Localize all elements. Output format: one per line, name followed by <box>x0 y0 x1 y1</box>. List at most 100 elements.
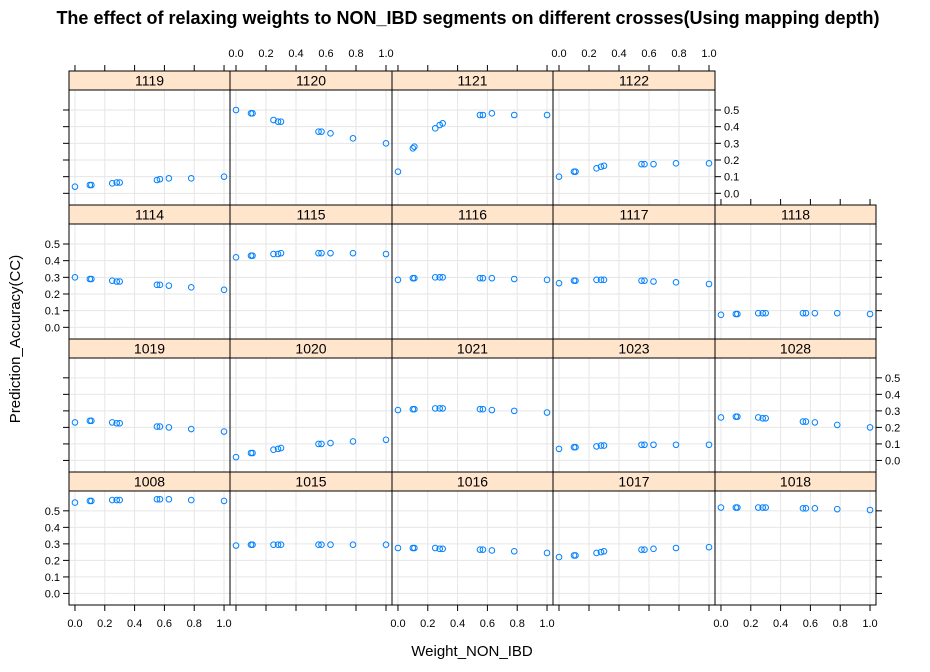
data-point <box>156 495 164 503</box>
data-point <box>220 497 228 505</box>
x-tick-label: 0.6 <box>641 48 656 60</box>
y-tick-label: 0.4 <box>885 389 900 401</box>
data-point <box>71 274 79 281</box>
data-point <box>802 309 810 317</box>
data-point <box>108 277 116 284</box>
panel-1028: 1028 0.0 0.1 0.2 0.3 0.4 0.5 <box>714 338 900 473</box>
x-tick-label: 0.4 <box>773 618 788 630</box>
panel-1016: 1016 0.0 0.2 0.4 0.6 0.8 1.0 <box>390 471 555 630</box>
strip-label-1114: 1114 <box>135 207 164 223</box>
data-point <box>327 130 334 137</box>
panel-1115: 1115 <box>229 204 393 340</box>
panel-1120: 1120 0.0 0.2 0.4 0.6 0.8 1.0 <box>228 48 394 206</box>
strip-label-1119: 1119 <box>135 73 164 89</box>
data-point <box>270 446 277 453</box>
strip-label-1018: 1018 <box>780 474 811 490</box>
data-point <box>833 309 841 317</box>
data-point <box>71 499 79 506</box>
panel-border <box>552 223 716 340</box>
data-point <box>232 542 240 549</box>
data-point <box>220 286 228 294</box>
data-point <box>270 116 277 124</box>
strip-label-1120: 1120 <box>296 73 326 89</box>
data-point <box>641 546 648 553</box>
panel-1015: 1015 <box>229 471 393 611</box>
data-point <box>488 110 496 117</box>
data-point <box>572 277 579 284</box>
y-tick-label: 0.3 <box>45 539 60 551</box>
y-tick-label: 0.4 <box>724 122 739 134</box>
data-point <box>165 175 173 182</box>
data-point <box>799 309 807 317</box>
data-point <box>672 441 680 449</box>
strip-label-1021: 1021 <box>457 341 488 357</box>
data-point <box>108 496 116 504</box>
strip-label-1115: 1115 <box>296 207 325 223</box>
data-point <box>220 428 228 435</box>
data-point <box>672 544 680 552</box>
data-point <box>274 541 282 548</box>
data-point <box>759 504 767 511</box>
data-point <box>187 175 195 182</box>
data-point <box>754 414 762 421</box>
panel-border <box>552 89 716 206</box>
data-point <box>315 128 322 135</box>
panel-1008: 1008 0.0 0.1 0.2 0.3 0.4 0.5 0.0 0.2 0.4 0.6 0.8 1.0 <box>45 471 232 630</box>
data-point <box>439 274 446 281</box>
data-point <box>116 179 123 186</box>
y-tick-label: 0.3 <box>45 272 60 284</box>
data-point <box>71 419 79 426</box>
panel-border <box>714 223 877 340</box>
data-point <box>431 544 439 552</box>
x-tick-label: 0.0 <box>551 48 566 60</box>
data-point <box>382 250 390 258</box>
data-point <box>439 120 446 127</box>
data-point <box>249 110 256 117</box>
strip-label-1023: 1023 <box>618 341 649 357</box>
data-point <box>88 275 95 283</box>
data-point <box>349 438 357 445</box>
data-point <box>318 541 325 548</box>
data-point <box>249 252 256 259</box>
data-point <box>249 541 256 548</box>
data-point <box>638 441 645 449</box>
data-point <box>479 274 487 282</box>
data-point <box>555 445 563 453</box>
strip-label-1118: 1118 <box>781 207 810 223</box>
data-point <box>431 125 439 132</box>
data-point <box>641 160 648 168</box>
panel-border <box>391 357 554 473</box>
panel-1114: 1114 0.0 0.1 0.2 0.3 0.4 0.5 <box>45 204 231 340</box>
data-point <box>638 277 645 284</box>
y-tick-label: 0.5 <box>45 239 60 251</box>
data-point <box>572 552 579 559</box>
data-point <box>811 309 819 317</box>
panel-1116: 1116 <box>391 204 554 340</box>
panel-border <box>552 490 716 606</box>
data-point <box>600 442 608 449</box>
data-point <box>510 111 518 119</box>
data-point <box>349 249 357 257</box>
y-tick-label: 0.0 <box>45 322 60 334</box>
data-point <box>597 548 605 556</box>
y-tick-label: 0.0 <box>45 588 60 600</box>
data-point <box>113 179 121 186</box>
x-tick-label: 0.6 <box>480 618 495 630</box>
panel-1023: 1023 <box>552 338 716 473</box>
data-point <box>349 541 357 548</box>
x-tick-label: 1.0 <box>862 618 877 630</box>
data-point <box>113 278 121 285</box>
panel-border <box>68 490 231 606</box>
data-point <box>116 496 123 504</box>
strip-label-1122: 1122 <box>619 73 649 89</box>
data-point <box>717 311 725 319</box>
data-point <box>113 496 121 504</box>
data-point <box>153 176 161 184</box>
data-point <box>650 545 657 553</box>
x-tick-label: 0.8 <box>187 618 202 630</box>
data-point <box>705 280 713 288</box>
data-point <box>436 545 444 553</box>
data-point <box>327 439 334 447</box>
data-point <box>641 441 648 449</box>
y-axis-label: Prediction_Accuracy(CC) <box>7 255 24 423</box>
